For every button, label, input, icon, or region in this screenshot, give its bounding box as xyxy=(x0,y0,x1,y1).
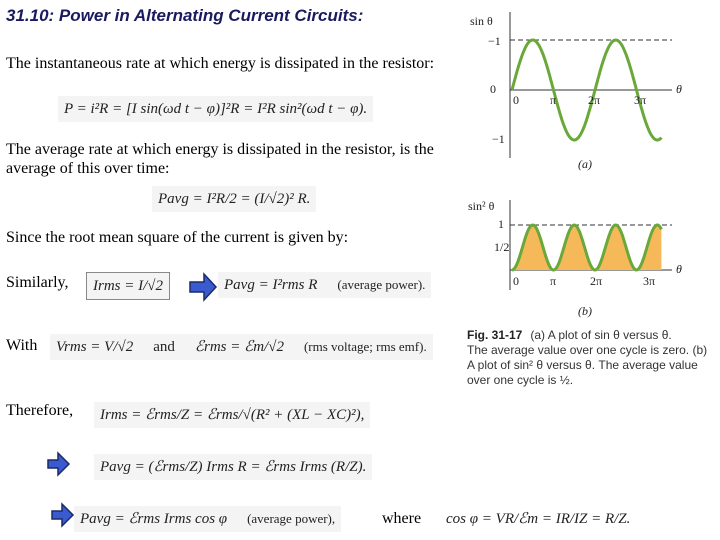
tick-label: −1 xyxy=(488,34,501,48)
label: Therefore, xyxy=(6,402,74,419)
tick-label: π xyxy=(550,274,556,288)
plot-b: sin² θ 1 1/2 0 π 2π 3π θ (b) xyxy=(468,199,682,318)
caption-line: The average value over one cycle is zero… xyxy=(467,343,708,357)
equation: Pavg = (ℰrms/Z) Irms R = ℰrms Irms (R/Z)… xyxy=(94,454,373,480)
arrow xyxy=(47,451,71,477)
caption-text: (a) A plot of sin θ versus θ. The average… xyxy=(467,328,707,387)
plot-a: sin θ −1 0 −1 0 π 2π 3π θ (a) xyxy=(470,12,682,171)
tick-label: 3π xyxy=(634,93,646,107)
arrow xyxy=(51,502,75,528)
label: With xyxy=(6,337,38,354)
tick-label: 1 xyxy=(498,217,504,231)
equation-text: Pavg = I²rms R xyxy=(224,277,318,293)
equation: Vrms = V/√2 and ℰrms = ℰm/√2 (rms voltage; … xyxy=(50,334,433,360)
tick-label: 0 xyxy=(513,93,519,107)
tick-label: 2π xyxy=(588,93,600,107)
panel-tag: (b) xyxy=(578,304,592,318)
equation: cos φ = VR/ℰm = IR/IZ = R/Z. xyxy=(440,506,637,532)
equation-text: and xyxy=(153,339,175,355)
paragraph: The average rate at which energy is diss… xyxy=(6,141,434,177)
tick-label: 0 xyxy=(513,274,519,288)
equation-text: Pavg = ℰrms Irms cos φ xyxy=(80,511,228,527)
paragraph: The instantaneous rate at which energy i… xyxy=(6,55,435,72)
equation-text: ℰrms = ℰm/√2 xyxy=(194,339,284,355)
axis-label: θ xyxy=(676,82,682,96)
equation: Irms = I/√2 xyxy=(86,272,171,300)
equation: Pavg = I²rms R (average power). xyxy=(218,272,432,298)
equation: Pavg = ℰrms Irms cos φ (average power), xyxy=(74,506,342,532)
arrow xyxy=(189,272,218,302)
label: Similarly, xyxy=(6,274,69,291)
equation-text: Vrms = V/√2 xyxy=(56,339,134,355)
equation: Irms = ℰrms/Z = ℰrms/√(R² + (XL − XC)²), xyxy=(94,402,371,428)
equation: P = i²R = [I sin(ωd t − φ)]²R = I²R sin²… xyxy=(58,96,374,122)
caption-line: A plot of sin² θ versus θ. The average v… xyxy=(467,358,698,372)
arrows xyxy=(47,272,218,528)
tick-label: −1 xyxy=(492,132,505,146)
equation-note: (rms voltage; rms emf). xyxy=(303,339,427,354)
tick-label: π xyxy=(550,93,556,107)
tick-label: 3π xyxy=(643,274,655,288)
tick-label: 2π xyxy=(590,274,602,288)
caption-line: over one cycle is ½. xyxy=(467,373,574,387)
axis-label: θ xyxy=(676,262,682,276)
tick-label: 0 xyxy=(490,82,496,96)
caption-line: (a) A plot of sin θ versus θ. xyxy=(530,328,672,342)
panel-tag: (a) xyxy=(578,157,592,171)
label: where xyxy=(382,510,422,527)
caption-label: Fig. 31-17 xyxy=(467,328,523,342)
equation: Pavg = I²R/2 = (I/√2)² R. xyxy=(152,186,317,212)
sine-squared-curve xyxy=(511,223,663,272)
paragraph: Since the root mean square of the curren… xyxy=(6,229,349,246)
equation-note: (average power). xyxy=(337,277,426,292)
figure-caption: Fig. 31-17 (a) A plot of sin θ versus θ. T… xyxy=(467,328,717,388)
equation-note: (average power), xyxy=(247,511,336,526)
axis-label: sin θ xyxy=(470,14,493,28)
tick-label: 1/2 xyxy=(494,240,509,254)
axis-label: sin² θ xyxy=(468,199,495,213)
slide-title: 31.10: Power in Alternating Current Circ… xyxy=(6,6,364,25)
sine-curve xyxy=(510,38,663,142)
area xyxy=(512,225,662,270)
